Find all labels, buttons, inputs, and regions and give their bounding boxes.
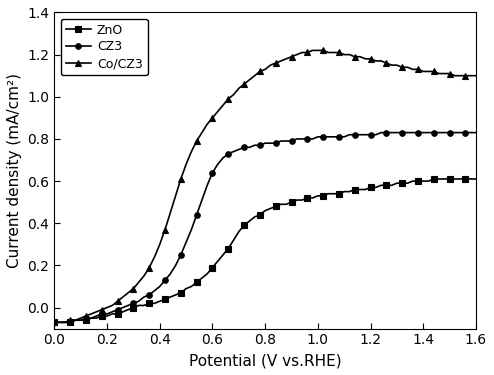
CZ3 (399, 130, 405, 135)
ZnO (415, 179, 421, 183)
Co/CZ3 (320, 48, 326, 52)
Co/CZ3 (436, 71, 442, 76)
Co/CZ3 (420, 69, 426, 74)
X-axis label: Potential (V vs.RHE): Potential (V vs.RHE) (189, 353, 341, 368)
CZ3 (283, 139, 289, 143)
ZnO (51, 320, 57, 325)
ZnO (394, 181, 400, 186)
ZnO (436, 177, 442, 181)
ZnO (363, 187, 369, 192)
CZ3 (315, 135, 321, 139)
Co/CZ3 (368, 57, 373, 61)
ZnO (431, 177, 437, 181)
CZ3 (51, 320, 57, 325)
Co/CZ3 (399, 65, 405, 69)
CZ3 (473, 130, 479, 135)
Y-axis label: Current density (mA/cm²): Current density (mA/cm²) (7, 73, 22, 268)
CZ3 (363, 132, 369, 137)
ZnO (473, 177, 479, 181)
Line: CZ3: CZ3 (51, 130, 479, 325)
Co/CZ3 (473, 74, 479, 78)
Line: Co/CZ3: Co/CZ3 (51, 48, 479, 325)
CZ3 (378, 130, 384, 135)
Co/CZ3 (310, 48, 316, 52)
ZnO (283, 202, 289, 207)
CZ3 (420, 130, 426, 135)
Co/CZ3 (283, 57, 289, 61)
CZ3 (436, 130, 442, 135)
Line: ZnO: ZnO (51, 176, 479, 325)
Legend: ZnO, CZ3, Co/CZ3: ZnO, CZ3, Co/CZ3 (61, 19, 148, 75)
Co/CZ3 (51, 320, 57, 325)
ZnO (315, 194, 321, 198)
